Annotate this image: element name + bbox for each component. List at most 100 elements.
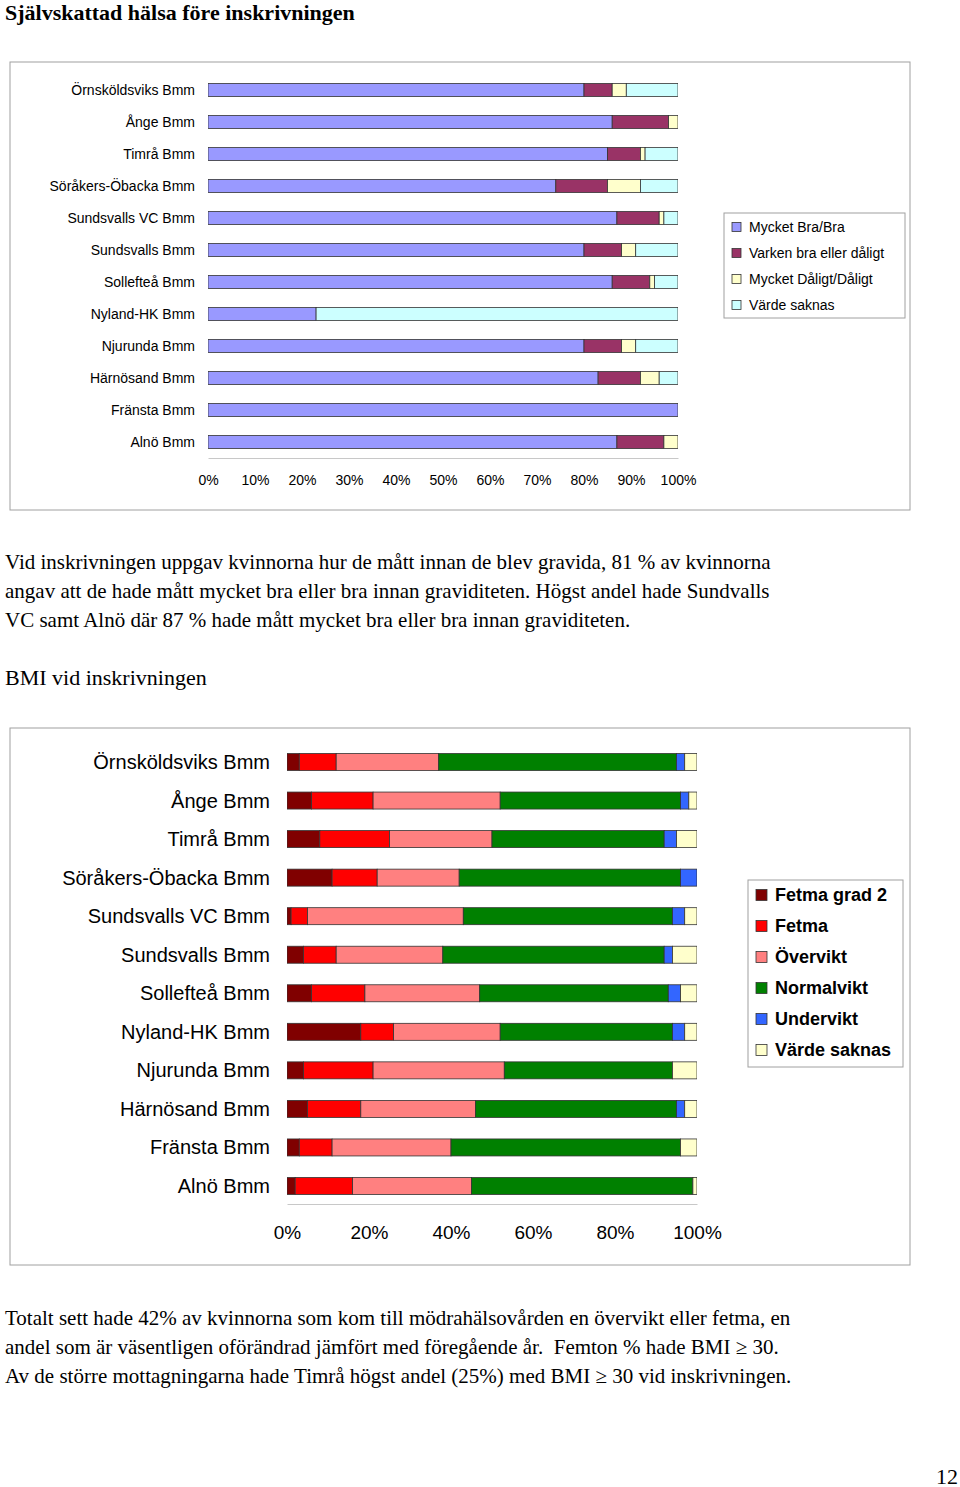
chart-frame	[10, 728, 910, 1265]
bar-segment	[612, 84, 626, 97]
legend: Fetma grad 2FetmaÖverviktNormalviktUnder…	[748, 880, 903, 1067]
tick-label: 40%	[382, 472, 410, 488]
bar-segment	[693, 1178, 697, 1195]
bar-segment	[584, 244, 622, 257]
bar-segment	[208, 404, 678, 417]
bar-segment	[636, 244, 678, 257]
axis-line	[288, 1204, 698, 1205]
bar-segment	[303, 946, 336, 963]
bar-segment	[500, 792, 680, 809]
bar-segment	[556, 180, 608, 193]
bar-segment	[664, 831, 676, 848]
legend-swatch	[732, 275, 741, 284]
tick: 60%	[476, 458, 504, 488]
bar-segment	[336, 946, 443, 963]
bar-segment	[394, 1023, 501, 1040]
series	[208, 84, 678, 449]
tick-label: 100%	[661, 472, 697, 488]
bars	[208, 84, 678, 449]
category-label: Härnösand Bmm	[120, 1098, 270, 1120]
tick-label: 20%	[350, 1222, 388, 1243]
bar-segment	[504, 1062, 672, 1079]
series	[672, 754, 697, 1195]
bar-segment	[299, 1139, 332, 1156]
bar-segment	[678, 116, 679, 129]
bar-segment	[208, 372, 598, 385]
category-labels: Örnsköldsviks BmmÅnge BmmTimrå BmmSöråke…	[62, 751, 270, 1197]
bar-segment	[208, 340, 584, 353]
bar-segment	[287, 946, 303, 963]
bar-segment	[287, 908, 291, 925]
legend-label: Varken bra eller dåligt	[749, 245, 884, 261]
bar-segment	[353, 1178, 472, 1195]
tick: 30%	[335, 458, 363, 488]
bar-segment	[681, 1139, 697, 1156]
paragraph-line: Totalt sett hade 42% av kvinnorna som ko…	[5, 1306, 791, 1330]
bar-segment	[598, 372, 640, 385]
bar-segment	[617, 436, 664, 449]
bar-segment	[689, 792, 697, 809]
bar-segment	[295, 1178, 352, 1195]
bar-segment	[681, 869, 697, 886]
bar-segment	[677, 831, 698, 848]
chart-title: Självskattad hälsa före inskrivningen	[5, 0, 355, 25]
legend-swatch	[732, 301, 741, 310]
series	[439, 754, 693, 1195]
legend-label: Fetma grad 2	[775, 885, 887, 905]
tick-label: 10%	[241, 472, 269, 488]
bar-segment	[208, 212, 617, 225]
bar-segment	[373, 1062, 504, 1079]
paragraph-line: andel som är väsentligen oförändrad jämf…	[5, 1335, 779, 1359]
paragraph-line: Vid inskrivningen uppgav kvinnorna hur d…	[5, 550, 771, 574]
x-axis: 0%10%20%30%40%50%60%70%80%90%100%	[198, 458, 696, 488]
bar-segment	[672, 1062, 697, 1079]
category-label: Njurunda Bmm	[102, 338, 195, 354]
page-number: 12	[936, 1464, 958, 1487]
tick: 0%	[198, 458, 218, 488]
tick-label: 60%	[514, 1222, 552, 1243]
bar-segment	[332, 1139, 451, 1156]
bar-segment	[208, 308, 316, 321]
bar-segment	[208, 180, 556, 193]
series	[316, 84, 678, 385]
page-background	[0, 0, 960, 1487]
tick-label: 100%	[673, 1222, 722, 1243]
legend-swatch	[756, 983, 767, 994]
series	[664, 754, 697, 1118]
bar-segment	[668, 985, 680, 1002]
bar-segment	[439, 754, 677, 771]
chart: Självskattad hälsa före inskrivningen Örn…	[5, 0, 910, 510]
bar-segment	[622, 340, 636, 353]
bar-segment	[336, 754, 439, 771]
bar-segment	[650, 276, 655, 289]
tick: 20%	[350, 1204, 388, 1243]
category-label: Örnsköldsviks Bmm	[71, 81, 195, 98]
bar-segment	[608, 148, 641, 161]
tick-label: 20%	[288, 472, 316, 488]
bar-segment	[208, 116, 612, 129]
bar-segment	[655, 276, 679, 289]
bar-segment	[365, 985, 480, 1002]
bar-segment	[659, 212, 664, 225]
tick: 10%	[241, 458, 269, 488]
category-label: Sundsvalls Bmm	[91, 242, 195, 258]
series	[308, 754, 505, 1195]
bar-segment	[612, 276, 650, 289]
bar-segment	[320, 831, 390, 848]
page: Självskattad hälsa före inskrivningen Örn…	[0, 0, 960, 1487]
legend-label: Mycket Bra/Bra	[749, 219, 845, 235]
bar-segment	[664, 946, 672, 963]
bar-segment	[681, 985, 697, 1002]
bar-segment	[472, 1178, 693, 1195]
bar-segment	[636, 340, 678, 353]
tick-label: 80%	[596, 1222, 634, 1243]
bar-segment	[685, 754, 697, 771]
tick-label: 80%	[570, 472, 598, 488]
bar-segment	[685, 1023, 697, 1040]
bar-segment	[640, 148, 645, 161]
tick: 20%	[288, 458, 316, 488]
bar-segment	[640, 372, 659, 385]
bar-segment	[361, 1023, 394, 1040]
category-label: Sundsvalls VC Bmm	[67, 210, 195, 226]
tick-label: 90%	[617, 472, 645, 488]
